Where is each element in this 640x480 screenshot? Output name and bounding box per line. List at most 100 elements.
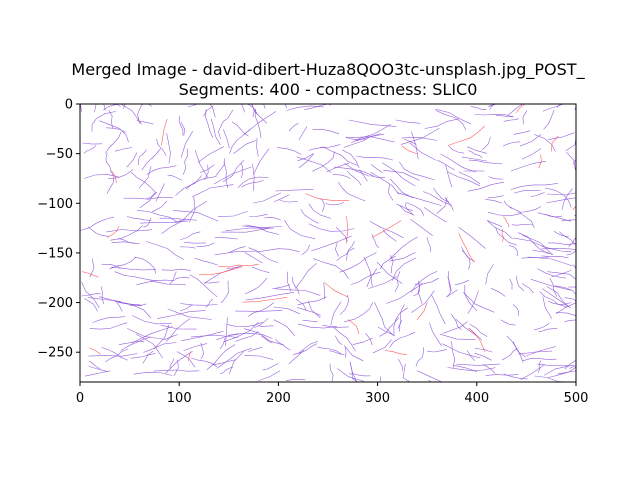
purple-segment-line [444,197,454,211]
purple-segment-line [114,271,158,282]
purple-segment-line [307,300,321,318]
x-tick-label: 300 [365,391,390,406]
purple-segment-line [161,221,182,234]
purple-segment-line [92,316,125,323]
purple-segment-line [379,317,399,337]
purple-segment-line [527,256,574,267]
purple-segment-line [228,332,273,339]
purple-segment-line [389,252,416,262]
chart-title-line-1: Merged Image - david-dibert-Huza8QOO3tc-… [71,60,585,80]
purple-segment-line [509,206,535,229]
y-tick-label: −50 [46,147,73,162]
purple-segment-line [440,153,476,173]
red-segment-line [198,266,243,276]
purple-segment-line [216,347,252,369]
purple-segment-line [212,359,236,366]
y-tick-label: 0 [65,98,73,113]
purple-segment-line [344,345,347,358]
purple-segment-line [295,263,317,289]
red-segment-line [218,263,260,268]
purple-segment-line [522,110,527,125]
purple-segment-line [417,370,443,383]
purple-segment-line [261,335,273,344]
purple-segment-line [106,170,115,194]
purple-segment-line [221,280,230,304]
purple-segment-line [487,195,504,199]
purple-segment-line [392,257,417,281]
purple-segment-line [544,365,570,376]
purple-segment-line [517,232,549,254]
purple-segment-line [322,324,349,328]
purple-segment-line [564,359,577,370]
purple-segment-line [490,288,506,297]
purple-segment-line [301,244,310,256]
purple-segment-line [549,278,558,297]
purple-segment-line [382,162,416,187]
purple-segment-line [296,307,321,316]
purple-segment-line [136,120,154,125]
purple-segment-line [166,318,191,342]
purple-segment-line [511,224,534,226]
purple-segment-line [406,202,424,216]
purple-segment-line [520,364,545,380]
purple-segment-line [496,115,514,117]
purple-segment-line [218,124,222,139]
purple-segment-line [256,248,300,253]
purple-segment-line [395,119,421,124]
purple-segment-line [474,113,514,118]
purple-segment-line [166,133,171,164]
purple-segment-line [312,128,340,135]
purple-segment-line [105,127,126,133]
purple-segment-line [352,337,373,345]
purple-segment-line [399,319,402,332]
purple-segment-line [153,369,200,372]
purple-segment-line [510,183,558,190]
purple-segment-line [206,344,236,370]
purple-segment-line [160,324,197,330]
axes-frame [79,103,577,383]
purple-segment-line [84,298,98,312]
purple-segment-line [439,333,476,340]
purple-segment-line [381,316,395,337]
purple-segment-line [101,263,121,268]
purple-segment-line [293,343,317,355]
purple-segment-line [415,347,424,367]
purple-segment-line [313,258,349,279]
purple-segment-line [345,136,366,140]
purple-segment-line [159,217,190,221]
purple-segment-line [518,350,553,355]
red-segment-line [348,319,360,334]
red-segment-line [89,347,101,355]
purple-segment-line [369,221,404,239]
x-tick-label: 0 [76,391,84,406]
purple-segment-line [211,118,221,145]
purple-segment-line [233,140,256,154]
purple-segment-line [433,187,450,203]
purple-segment-line [89,322,128,330]
purple-segment-line [247,103,258,115]
purple-segment-line [500,319,516,326]
red-segment-line [469,328,486,353]
purple-segment-line [174,219,197,224]
purple-segment-line [82,142,103,145]
purple-segment-line [308,223,355,232]
purple-segment-line [389,236,418,259]
purple-segment-line [346,241,355,261]
purple-segment-line [248,247,278,263]
purple-segment-line [325,202,345,206]
purple-segment-line [508,245,519,257]
purple-segment-line [284,220,316,240]
purple-segment-line [108,169,133,179]
purple-segment-line [548,132,575,140]
purple-segment-line [470,106,487,110]
purple-segment-line [252,163,255,191]
purple-segment-line [146,165,177,175]
x-axis: 0 100 200 300 400 500 [76,382,588,406]
purple-segment-line [132,315,172,325]
purple-segment-line [522,283,534,293]
purple-segment-line [335,242,339,257]
purple-segment-line [345,347,364,362]
purple-segment-line [503,118,519,122]
purple-segment-line [396,192,442,206]
